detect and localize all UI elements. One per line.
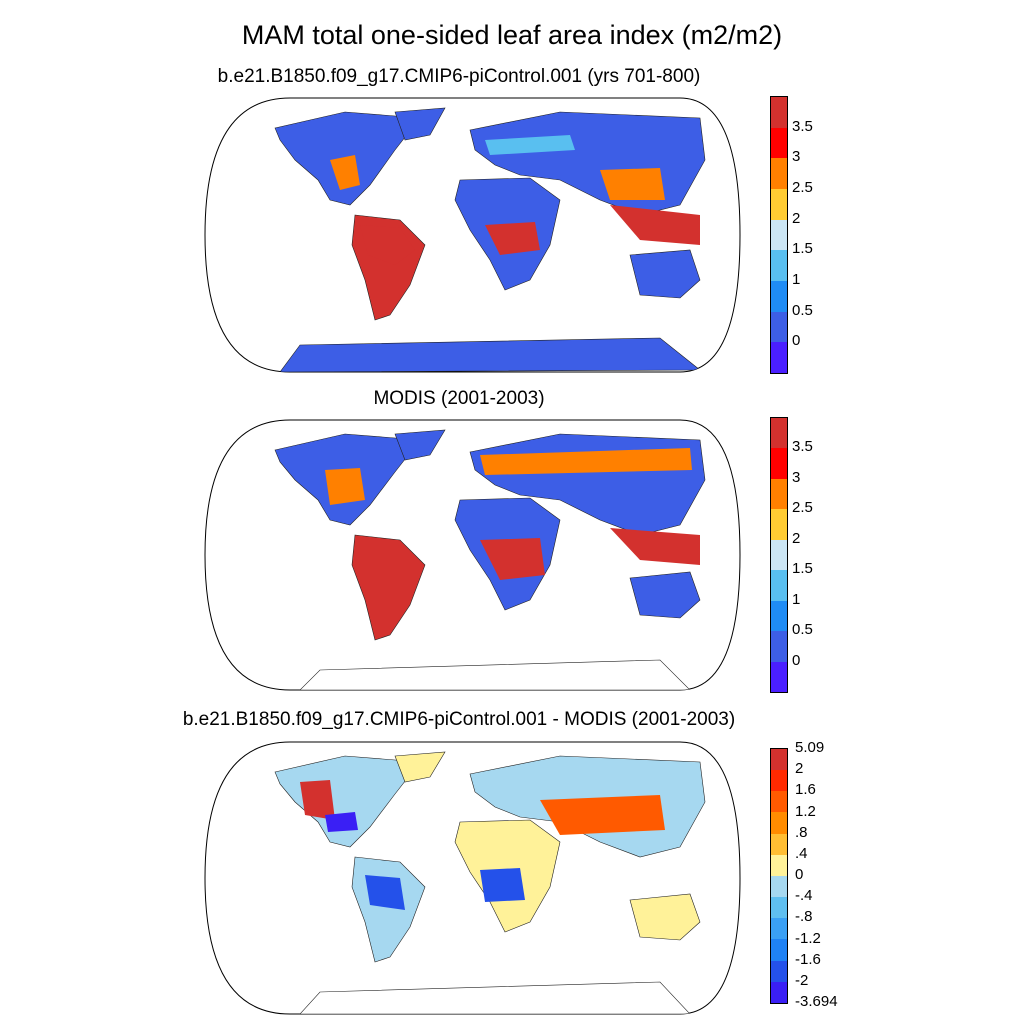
colorbar-tick-label: -1.2 bbox=[795, 929, 821, 947]
colorbar-segment bbox=[771, 875, 787, 898]
map-panel-1 bbox=[204, 97, 741, 373]
colorbar-segment bbox=[771, 812, 787, 834]
colorbar-segment bbox=[771, 97, 787, 128]
congo bbox=[485, 222, 540, 255]
colorbar-segment bbox=[771, 570, 787, 601]
colorbar-2 bbox=[770, 417, 788, 693]
colorbar-segment bbox=[771, 448, 787, 479]
colorbar-tick-label: -1.6 bbox=[795, 950, 821, 968]
australia bbox=[629, 249, 701, 299]
east-asia bbox=[600, 168, 665, 200]
colorbar-tick-label: 0 bbox=[795, 866, 804, 883]
colorbar-segment bbox=[771, 631, 787, 662]
colorbar-tick-label: 2 bbox=[792, 529, 801, 547]
map-panel-3 bbox=[204, 741, 741, 1015]
colorbar-tick-label: 1.5 bbox=[792, 240, 813, 258]
europe-band bbox=[485, 135, 575, 155]
colorbar-tick-label: 1 bbox=[792, 590, 801, 608]
colorbar-tick-label: 5.09 bbox=[795, 739, 825, 756]
east-us bbox=[330, 155, 360, 190]
colorbar-tick-label: 0.5 bbox=[792, 621, 813, 639]
colorbar-segment bbox=[771, 749, 787, 771]
colorbar-tick-label: 1.2 bbox=[795, 802, 816, 820]
map-panel-2 bbox=[204, 419, 741, 691]
colorbar-tick-label: 2 bbox=[795, 760, 804, 778]
colorbar-tick-label: .4 bbox=[795, 844, 808, 862]
colorbar-segment bbox=[771, 661, 787, 692]
colorbar-segment bbox=[771, 188, 787, 220]
colorbar-segment bbox=[771, 833, 787, 855]
colorbar-segment bbox=[771, 158, 787, 189]
colorbar-tick-label: 0.5 bbox=[792, 301, 813, 319]
colorbar-tick-label: -.8 bbox=[795, 908, 813, 926]
colorbar-3 bbox=[770, 748, 788, 1004]
colorbar-segment bbox=[771, 854, 787, 876]
colorbar-tick-label: -3.694 bbox=[795, 993, 838, 1010]
figure-title: MAM total one-sided leaf area index (m2/… bbox=[241, 20, 783, 50]
colorbar-tick-label: 0 bbox=[792, 332, 801, 350]
colorbar-tick-label: -2 bbox=[795, 971, 809, 989]
se-asia bbox=[610, 205, 700, 245]
panel-1-title: b.e21.B1850.f09_g17.CMIP6-piControl.001 … bbox=[217, 66, 701, 87]
colorbar-tick-label: 3.5 bbox=[792, 438, 813, 456]
colorbar-tick-label: 1.5 bbox=[792, 560, 813, 578]
colorbar-segment bbox=[771, 250, 787, 281]
colorbar-tick-label: 3.5 bbox=[792, 117, 813, 135]
colorbar-tick-label: 3 bbox=[792, 148, 801, 166]
panel-2-title: MODIS (2001-2003) bbox=[373, 388, 545, 409]
colorbar-tick-label: 2.5 bbox=[792, 179, 813, 196]
colorbar-segment bbox=[771, 478, 787, 510]
colorbar-segment bbox=[771, 311, 787, 343]
colorbar-segment bbox=[771, 918, 787, 940]
panel-3-title: b.e21.B1850.f09_g17.CMIP6-piControl.001 … bbox=[182, 709, 736, 730]
colorbar-segment bbox=[771, 791, 787, 813]
colorbar-segment bbox=[771, 600, 787, 632]
colorbar-segment bbox=[771, 770, 787, 792]
colorbar-segment bbox=[771, 127, 787, 159]
colorbar-1 bbox=[770, 96, 788, 374]
colorbar-tick-label: 2.5 bbox=[792, 499, 813, 517]
amazon bbox=[360, 225, 415, 265]
colorbar-tick-label: 1.6 bbox=[795, 781, 816, 799]
colorbar-tick-label: 2 bbox=[792, 209, 801, 227]
colorbar-tick-label: 0 bbox=[792, 651, 801, 669]
colorbar-tick-label: 3 bbox=[792, 468, 801, 486]
greenland bbox=[394, 107, 446, 141]
colorbar-segment bbox=[771, 418, 787, 449]
colorbar-segment bbox=[771, 509, 787, 540]
colorbar-tick-label: -.4 bbox=[795, 887, 813, 905]
colorbar-segment bbox=[771, 219, 787, 251]
colorbar-segment bbox=[771, 960, 787, 982]
colorbar-segment bbox=[771, 897, 787, 919]
colorbar-segment bbox=[771, 981, 787, 1003]
colorbar-segment bbox=[771, 939, 787, 961]
colorbar-segment bbox=[771, 539, 787, 571]
colorbar-segment bbox=[771, 280, 787, 312]
colorbar-tick-label: .8 bbox=[795, 823, 808, 841]
colorbar-segment bbox=[771, 342, 787, 373]
colorbar-tick-label: 1 bbox=[792, 271, 801, 288]
